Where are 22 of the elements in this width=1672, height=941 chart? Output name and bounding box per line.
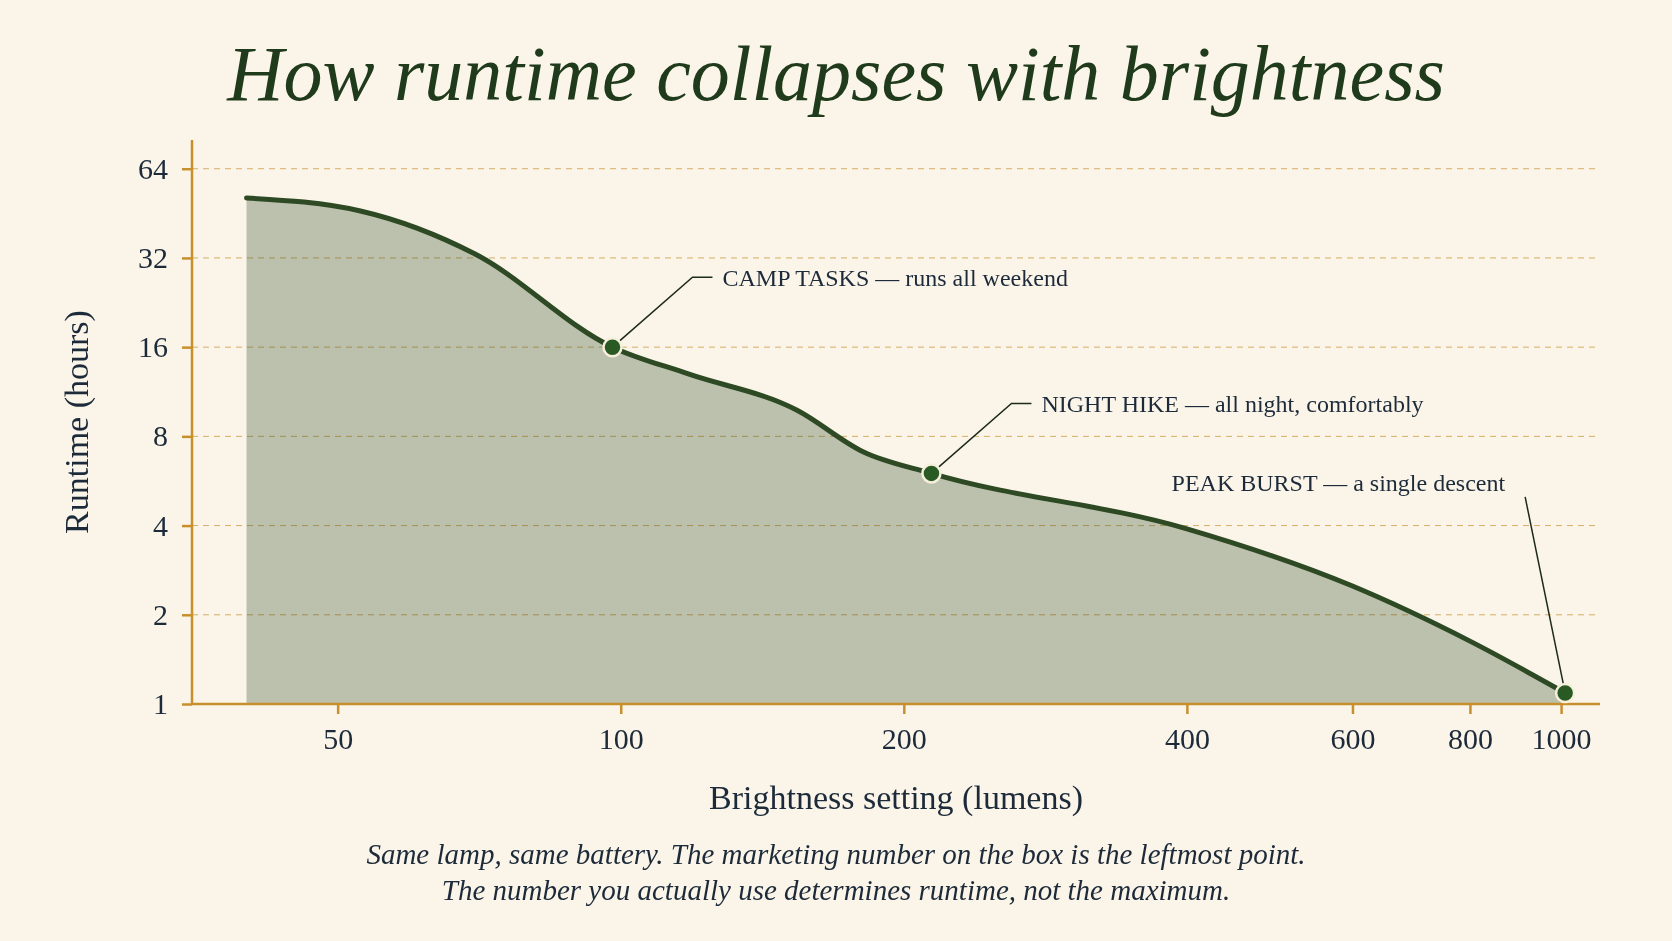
y-tick-label: 4 (153, 508, 168, 542)
y-tick-label: 32 (138, 241, 168, 275)
x-axis-title: Brightness setting (lumens) (709, 779, 1083, 817)
chart-title: How runtime collapses with brightness (226, 30, 1445, 117)
text: The number you actually use determines runtime, not the maximum. (441, 874, 1231, 906)
annotation: PEAK BURST — a single descent (1171, 470, 1506, 497)
y-tick-label: 64 (138, 151, 168, 185)
annotation: CAMP TASKS — runs all weekend (722, 264, 1068, 291)
x-tick-label: 1000 (1531, 722, 1592, 756)
y-axis-title: Runtime (hours) (58, 310, 96, 534)
x-tick-label: 200 (881, 722, 927, 756)
text: Same lamp, same battery. The marketing number on the box is the leftmost point. (366, 838, 1306, 870)
x-tick-label: 600 (1330, 722, 1376, 756)
y-tick-label: 2 (153, 597, 168, 631)
x-tick-label: 100 (598, 722, 644, 756)
y-tick-label: 8 (153, 419, 168, 453)
x-tick-label: 400 (1164, 722, 1210, 756)
x-tick-label: 50 (323, 722, 354, 756)
x-tick-label: 800 (1447, 722, 1493, 756)
y-tick-label: 16 (138, 330, 168, 364)
annotation: NIGHT HIKE — all night, comfortably (1041, 390, 1424, 417)
y-tick-label: 1 (153, 687, 168, 721)
